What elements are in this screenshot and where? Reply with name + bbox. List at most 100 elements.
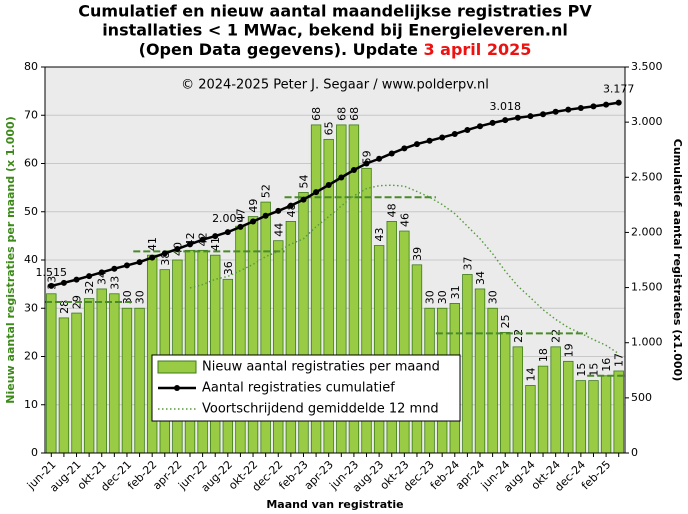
y2-tick-label: 500	[631, 391, 652, 404]
line-marker	[199, 236, 206, 243]
line-marker	[275, 207, 282, 214]
bar-value-label: 25	[499, 314, 512, 328]
bar-value-label: 30	[487, 290, 500, 304]
chart-title: installaties < 1 MWac, bekend bij Energi…	[102, 21, 568, 40]
bar	[525, 385, 536, 454]
line-value-label: 1.515	[36, 266, 68, 279]
line-marker	[439, 134, 446, 141]
title-highlight: 3 april 2025	[423, 40, 531, 59]
y-tick-label: 50	[24, 205, 38, 218]
bar-value-label: 30	[121, 290, 134, 304]
bar-value-label: 15	[575, 363, 588, 377]
bar-value-label: 44	[272, 223, 285, 237]
line-value-label: 3.018	[489, 100, 521, 113]
bar-value-label: 15	[587, 363, 600, 377]
legend-box	[151, 354, 461, 422]
bar	[109, 293, 120, 454]
line-marker	[60, 279, 67, 286]
line-marker	[565, 106, 572, 113]
bar-value-label: 48	[386, 203, 399, 217]
bar-value-label: 30	[436, 290, 449, 304]
bar	[613, 370, 624, 454]
bar	[210, 254, 221, 454]
bar	[83, 298, 95, 454]
y-tick-label: 0	[31, 446, 38, 459]
bar-value-label: 49	[247, 199, 260, 213]
line-marker	[489, 119, 496, 126]
bar-value-label: 39	[411, 247, 424, 261]
line-marker	[86, 273, 93, 280]
line-marker	[527, 113, 534, 120]
bar	[58, 317, 70, 454]
bar	[373, 245, 385, 454]
legend-swatch	[174, 385, 180, 391]
line-marker	[98, 269, 105, 276]
bar	[537, 365, 549, 454]
bar-value-label: 14	[524, 367, 537, 381]
x-tick-label: feb-25	[579, 458, 613, 492]
bar-value-label: 43	[373, 228, 386, 242]
line-marker	[149, 254, 156, 261]
line-value-label: 2.003	[212, 212, 244, 225]
bar	[600, 375, 612, 454]
legend-label: Aantal registraties cumulatief	[202, 381, 395, 396]
line-marker	[363, 160, 370, 167]
line-marker	[123, 262, 130, 269]
line-marker	[477, 123, 483, 130]
bar	[146, 254, 158, 454]
line-marker	[615, 99, 622, 106]
y-axis-title: Nieuw aantal registraties per maand (x 1…	[4, 116, 17, 403]
chart-title: (Open Data gegevens). Update 3 april 202…	[139, 40, 532, 59]
annotation: © 2024-2025 Peter J. Segaar / www.polder…	[181, 78, 489, 93]
y2-tick-label: 2.000	[631, 225, 663, 238]
line-marker	[577, 105, 584, 112]
bar	[512, 346, 524, 454]
line-marker	[73, 276, 80, 283]
bar-value-label: 30	[134, 290, 147, 304]
bar-value-label: 22	[512, 329, 525, 343]
line	[51, 101, 619, 288]
bar-value-label: 32	[83, 281, 96, 295]
bar-value-label: 30	[424, 290, 437, 304]
line-marker	[413, 141, 420, 148]
bar-value-label: 52	[260, 184, 273, 198]
bar-value-label: 41	[209, 237, 222, 251]
bar-value-label: 33	[108, 276, 121, 290]
line-marker	[250, 218, 257, 225]
bar-value-label: 41	[146, 237, 159, 251]
legend-label: Nieuw aantal registraties per maand	[202, 360, 440, 375]
line-value-label: 3.177	[603, 83, 635, 96]
bar	[474, 288, 486, 454]
bar	[462, 274, 473, 454]
bar-value-label: 54	[297, 174, 310, 188]
line-marker	[287, 202, 294, 209]
line-marker	[376, 155, 383, 162]
y-tick-label: 70	[24, 108, 38, 121]
y2-tick-label: 1.500	[631, 281, 663, 294]
bar-value-label: 16	[600, 358, 613, 372]
line-marker	[262, 212, 269, 219]
line-marker	[237, 223, 244, 230]
line-marker	[48, 282, 55, 289]
y-tick-label: 20	[24, 350, 38, 363]
line-marker	[212, 233, 219, 240]
y-tick-label: 10	[24, 398, 38, 411]
y2-tick-label: 3.000	[631, 115, 663, 128]
line	[189, 184, 620, 355]
line-marker	[502, 117, 509, 124]
y2-axis-title: Cumulatief aantal registraties (x1.000)	[671, 139, 684, 381]
y-tick-label: 60	[24, 157, 38, 170]
line-marker	[426, 137, 433, 144]
bar	[184, 249, 196, 454]
bar-value-label: 18	[537, 348, 550, 362]
line-marker	[540, 111, 547, 118]
line-marker	[590, 103, 597, 110]
legend-swatch	[157, 360, 197, 374]
bar	[575, 380, 587, 454]
line-marker	[464, 126, 471, 133]
bar	[487, 307, 498, 454]
y2-tick-label: 0	[631, 446, 638, 459]
y2-tick-label: 1.000	[631, 336, 663, 349]
line-marker	[174, 245, 181, 252]
